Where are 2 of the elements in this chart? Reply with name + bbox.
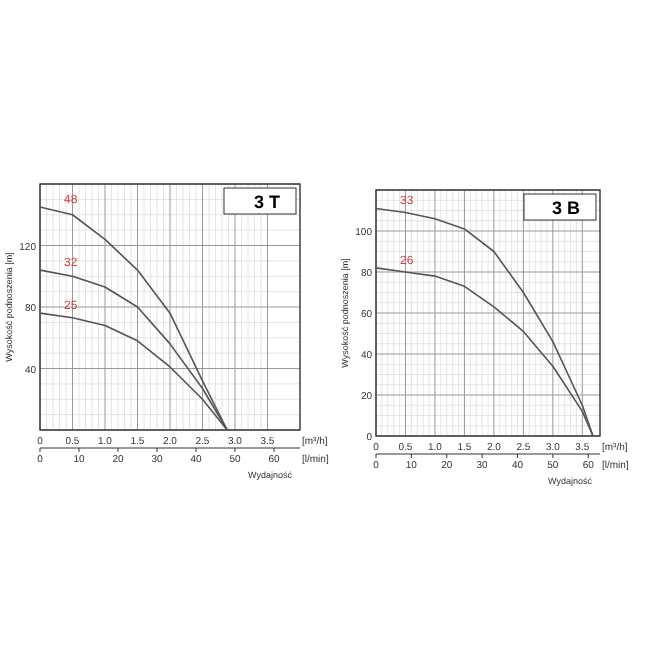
chart-title: 3 T	[253, 192, 281, 212]
chart-title: 3 B	[551, 198, 581, 218]
